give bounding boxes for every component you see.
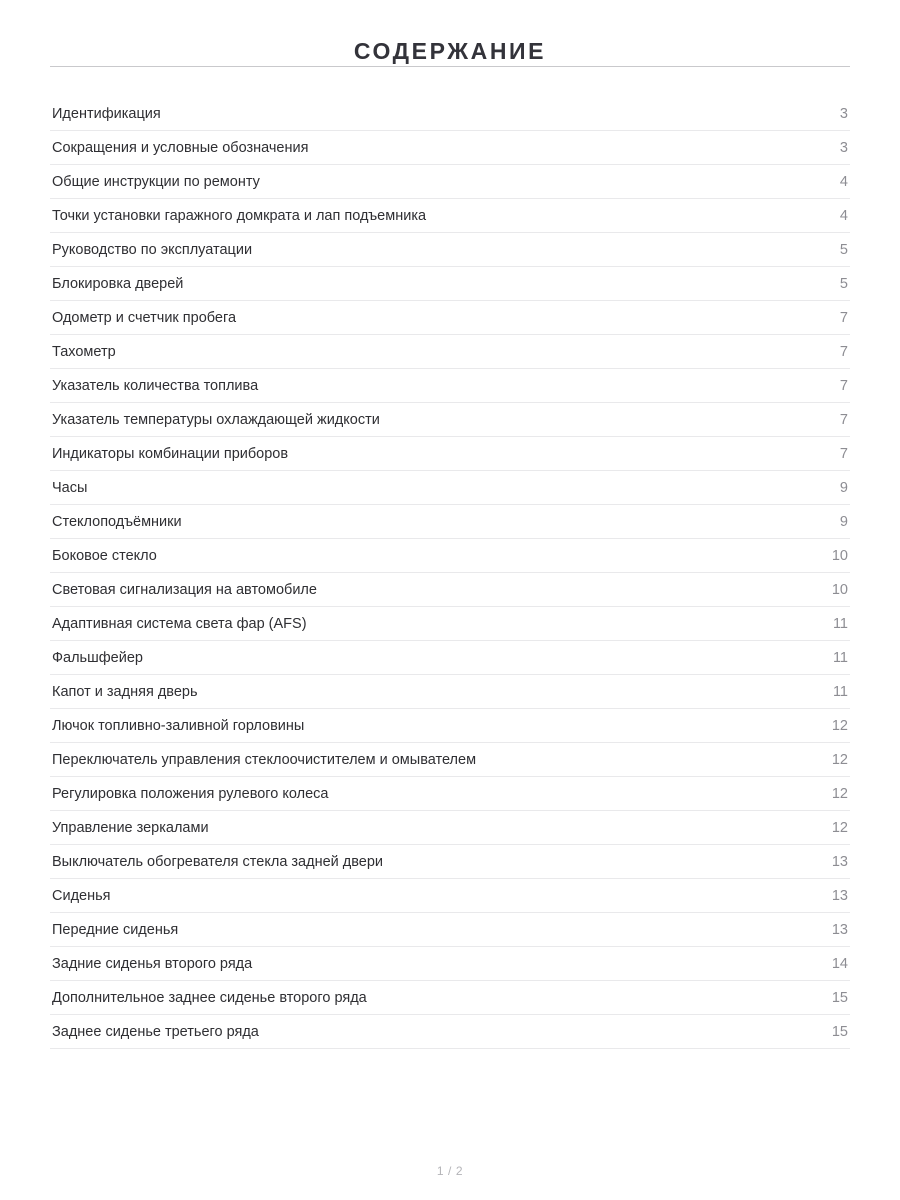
toc-entry-page-number: 15 xyxy=(831,989,848,1006)
toc-entry-label: Идентификация xyxy=(52,105,161,122)
toc-entry-page-number: 13 xyxy=(831,921,848,938)
toc-entry-label: Фальшфейер xyxy=(52,649,143,666)
toc-entry-label: Тахометр xyxy=(52,343,116,360)
toc-entry-label: Общие инструкции по ремонту xyxy=(52,173,260,190)
toc-entry-label: Руководство по эксплуатации xyxy=(52,241,253,258)
toc-entry-label: Регулировка положения рулевого колеса xyxy=(52,785,329,802)
toc-entry-label: Указатель температуры охлаждающей жидкос… xyxy=(52,411,380,428)
list-item[interactable]: Заднее сиденье третьего ряда 15 xyxy=(50,1015,850,1049)
toc-entry-page-number: 7 xyxy=(839,411,848,428)
toc-entry-page-number: 12 xyxy=(831,785,848,802)
list-item[interactable]: Боковое стекло 10 xyxy=(50,539,850,573)
toc-entry-page-number: 7 xyxy=(839,377,848,394)
list-item[interactable]: Фальшфейер 11 xyxy=(50,641,850,675)
toc-entry-label: Блокировка дверей xyxy=(52,275,184,292)
list-item[interactable]: Лючок топливно-заливной горловины 12 xyxy=(50,709,850,743)
list-item[interactable]: Индикаторы комбинации приборов 7 xyxy=(50,437,850,471)
toc-entry-page-number: 12 xyxy=(831,751,848,768)
toc-entry-label: Индикаторы комбинации приборов xyxy=(52,445,289,462)
page-indicator: 1 / 2 xyxy=(436,1164,464,1178)
list-item[interactable]: Световая сигнализация на автомобиле 10 xyxy=(50,573,850,607)
list-item[interactable]: Сокращения и условные обозначения 3 xyxy=(50,131,850,165)
list-item[interactable]: Тахометр 7 xyxy=(50,335,850,369)
toc-entry-page-number: 10 xyxy=(831,581,848,598)
toc-entry-page-number: 5 xyxy=(839,241,848,258)
list-item[interactable]: Указатель температуры охлаждающей жидкос… xyxy=(50,403,850,437)
list-item[interactable]: Управление зеркалами 12 xyxy=(50,811,850,845)
list-item[interactable]: Идентификация 3 xyxy=(50,97,850,131)
toc-entry-label: Боковое стекло xyxy=(52,547,157,564)
table-of-contents-list: Идентификация 3 Сокращения и условные об… xyxy=(50,97,850,1049)
toc-entry-page-number: 3 xyxy=(839,139,848,156)
toc-entry-label: Световая сигнализация на автомобиле xyxy=(52,581,317,598)
toc-entry-label: Переключатель управления стеклоочистител… xyxy=(52,751,477,768)
toc-entry-page-number: 10 xyxy=(831,547,848,564)
list-item[interactable]: Регулировка положения рулевого колеса 12 xyxy=(50,777,850,811)
toc-entry-label: Управление зеркалами xyxy=(52,819,209,836)
toc-entry-page-number: 11 xyxy=(832,615,848,632)
table-of-contents-top-divider xyxy=(50,65,850,67)
toc-entry-label: Капот и задняя дверь xyxy=(52,683,198,700)
list-item[interactable]: Задние сиденья второго ряда 14 xyxy=(50,947,850,981)
list-item[interactable]: Капот и задняя дверь 11 xyxy=(50,675,850,709)
list-item[interactable]: Стеклоподъёмники 9 xyxy=(50,505,850,539)
list-item[interactable]: Дополнительное заднее сиденье второго ря… xyxy=(50,981,850,1015)
toc-entry-page-number: 13 xyxy=(831,853,848,870)
toc-entry-label: Стеклоподъёмники xyxy=(52,513,182,530)
toc-entry-label: Выключатель обогревателя стекла задней д… xyxy=(52,853,384,870)
list-item[interactable]: Часы 9 xyxy=(50,471,850,505)
toc-entry-page-number: 7 xyxy=(839,343,848,360)
toc-entry-page-number: 9 xyxy=(839,513,848,530)
list-item[interactable]: Одометр и счетчик пробега 7 xyxy=(50,301,850,335)
toc-entry-label: Дополнительное заднее сиденье второго ря… xyxy=(52,989,367,1006)
toc-entry-label: Одометр и счетчик пробега xyxy=(52,309,237,326)
list-item[interactable]: Точки установки гаражного домкрата и лап… xyxy=(50,199,850,233)
toc-entry-page-number: 11 xyxy=(832,683,848,700)
toc-entry-page-number: 14 xyxy=(831,955,848,972)
page-title: СОДЕРЖАНИЕ xyxy=(353,38,547,64)
list-item[interactable]: Общие инструкции по ремонту 4 xyxy=(50,165,850,199)
toc-entry-label: Указатель количества топлива xyxy=(52,377,259,394)
toc-entry-label: Задние сиденья второго ряда xyxy=(52,955,253,972)
toc-entry-page-number: 4 xyxy=(839,207,848,224)
toc-entry-label: Сокращения и условные обозначения xyxy=(52,139,309,156)
toc-entry-page-number: 15 xyxy=(831,1023,848,1040)
toc-entry-page-number: 4 xyxy=(839,173,848,190)
list-item[interactable]: Указатель количества топлива 7 xyxy=(50,369,850,403)
toc-entry-page-number: 12 xyxy=(831,819,848,836)
toc-entry-label: Лючок топливно-заливной горловины xyxy=(52,717,305,734)
list-item[interactable]: Сиденья 13 xyxy=(50,879,850,913)
toc-entry-page-number: 7 xyxy=(839,445,848,462)
list-item[interactable]: Переключатель управления стеклоочистител… xyxy=(50,743,850,777)
list-item[interactable]: Выключатель обогревателя стекла задней д… xyxy=(50,845,850,879)
list-item[interactable]: Передние сиденья 13 xyxy=(50,913,850,947)
toc-entry-page-number: 7 xyxy=(839,309,848,326)
toc-entry-label: Точки установки гаражного домкрата и лап… xyxy=(52,207,427,224)
toc-entry-label: Часы xyxy=(52,479,88,496)
page-footer: 1 / 2 xyxy=(0,1142,900,1200)
toc-entry-page-number: 3 xyxy=(839,105,848,122)
toc-entry-page-number: 12 xyxy=(831,717,848,734)
list-item[interactable]: Адаптивная система света фар (AFS) 11 xyxy=(50,607,850,641)
toc-entry-label: Передние сиденья xyxy=(52,921,179,938)
list-item[interactable]: Блокировка дверей 5 xyxy=(50,267,850,301)
toc-entry-label: Заднее сиденье третьего ряда xyxy=(52,1023,259,1040)
toc-entry-label: Адаптивная система света фар (AFS) xyxy=(52,615,307,632)
toc-entry-label: Сиденья xyxy=(52,887,111,904)
toc-entry-page-number: 5 xyxy=(839,275,848,292)
toc-entry-page-number: 13 xyxy=(831,887,848,904)
toc-entry-page-number: 11 xyxy=(832,649,848,666)
toc-entry-page-number: 9 xyxy=(839,479,848,496)
list-item[interactable]: Руководство по эксплуатации 5 xyxy=(50,233,850,267)
